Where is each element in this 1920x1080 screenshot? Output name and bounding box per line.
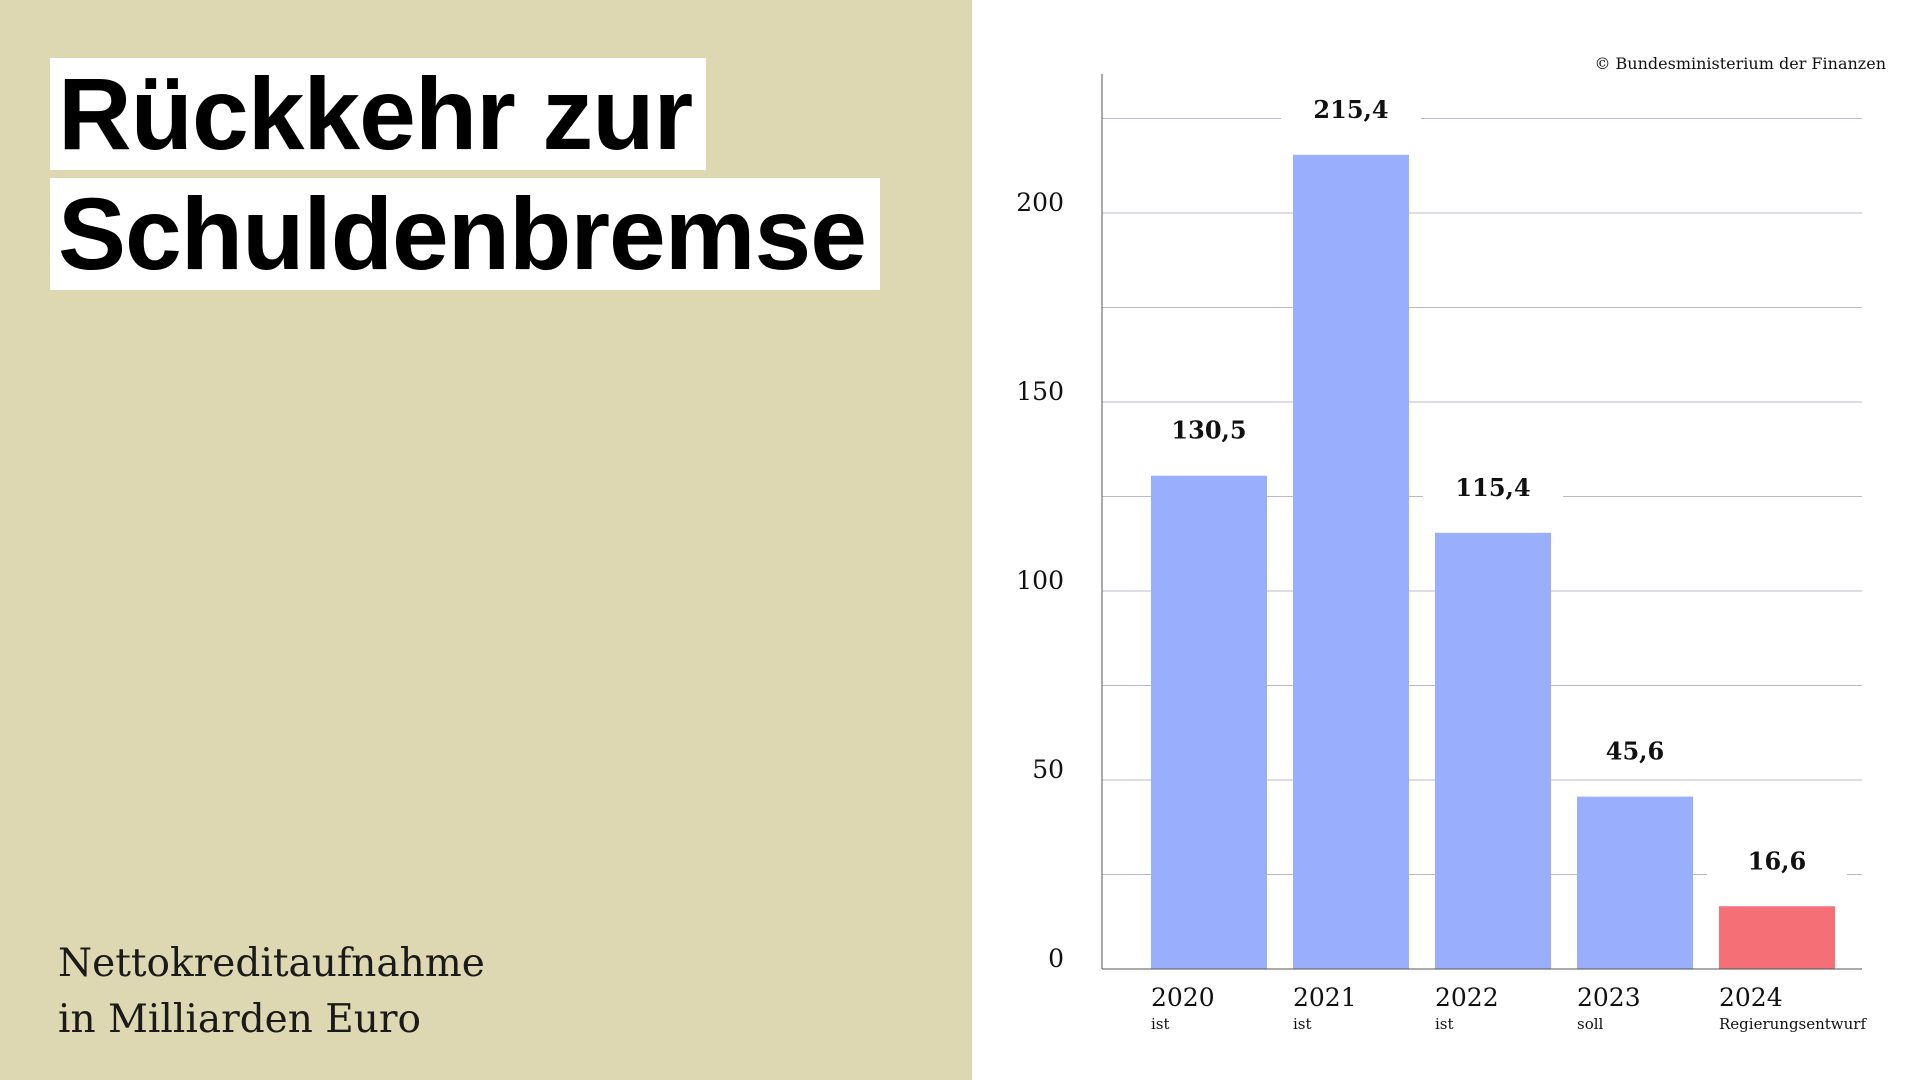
bar-chart: 0 50 100 150 200 130,5 2020 ist 215,4 2021 ist 115,… xyxy=(1016,74,1867,1033)
data-label: 130,5 xyxy=(1171,416,1246,445)
title-line-1: Rückkehr zur xyxy=(50,58,707,170)
bar-2021 xyxy=(1293,154,1409,970)
subtitle-line-2: in Milliarden Euro xyxy=(58,997,421,1042)
y-tick-label: 100 xyxy=(1016,566,1064,595)
data-label: 16,6 xyxy=(1748,846,1806,875)
title-line-2: Schuldenbremse xyxy=(50,178,880,290)
copyright-notice: © Bundesministerium der Finanzen xyxy=(1594,54,1886,73)
data-label: 215,4 xyxy=(1313,95,1388,124)
bar-2024 xyxy=(1719,906,1835,969)
chart-panel: © Bundesministerium der Finanzen 0 50 100 1… xyxy=(972,0,1920,1080)
x-tick-sublabel: Regierungsentwurf xyxy=(1719,1015,1867,1033)
y-tick-label: 50 xyxy=(1032,755,1064,784)
data-label: 45,6 xyxy=(1606,737,1664,766)
subtitle-line-1: Nettokreditaufnahme xyxy=(58,941,485,986)
x-tick-label: 2022 xyxy=(1435,983,1499,1012)
data-label-background xyxy=(1423,469,1563,506)
x-tick-sublabel: ist xyxy=(1293,1015,1312,1033)
y-tick-label: 200 xyxy=(1016,188,1064,217)
chart-subtitle: Nettokreditaufnahme in Milliarden Euro xyxy=(58,936,485,1048)
x-tick-sublabel: ist xyxy=(1435,1015,1454,1033)
y-tick-label: 0 xyxy=(1048,944,1064,973)
x-tick-label: 2023 xyxy=(1577,983,1641,1012)
data-label: 115,4 xyxy=(1455,473,1530,502)
data-label-background xyxy=(1139,412,1279,449)
x-tick-label: 2020 xyxy=(1151,983,1215,1012)
data-label-background xyxy=(1707,843,1847,880)
left-panel: Rückkehr zur Schuldenbremse Nettokredita… xyxy=(0,0,972,1080)
x-tick-sublabel: ist xyxy=(1151,1015,1170,1033)
x-tick-label: 2024 xyxy=(1719,983,1783,1012)
bar-2020 xyxy=(1151,475,1267,969)
y-tick-label: 150 xyxy=(1016,377,1064,406)
bar-2022 xyxy=(1435,532,1551,969)
x-tick-label: 2021 xyxy=(1293,983,1357,1012)
bar-2023 xyxy=(1577,796,1693,969)
data-label-background xyxy=(1565,733,1705,770)
x-tick-sublabel: soll xyxy=(1577,1015,1604,1033)
data-label-background xyxy=(1281,91,1421,128)
